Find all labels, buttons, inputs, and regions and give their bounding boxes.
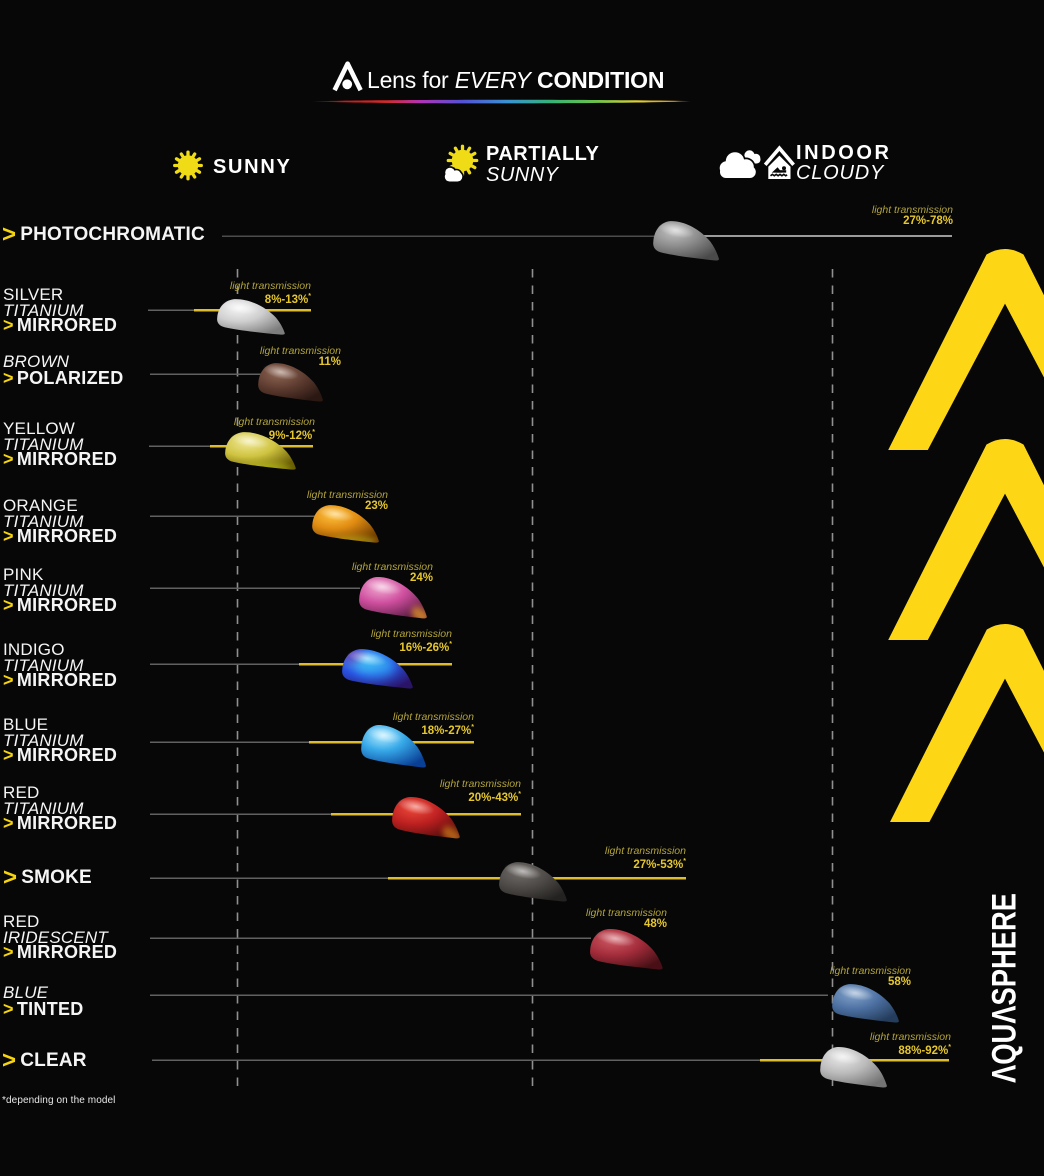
svg-text:ΛQUΛSPHERE: ΛQUΛSPHERE (986, 893, 1024, 1083)
